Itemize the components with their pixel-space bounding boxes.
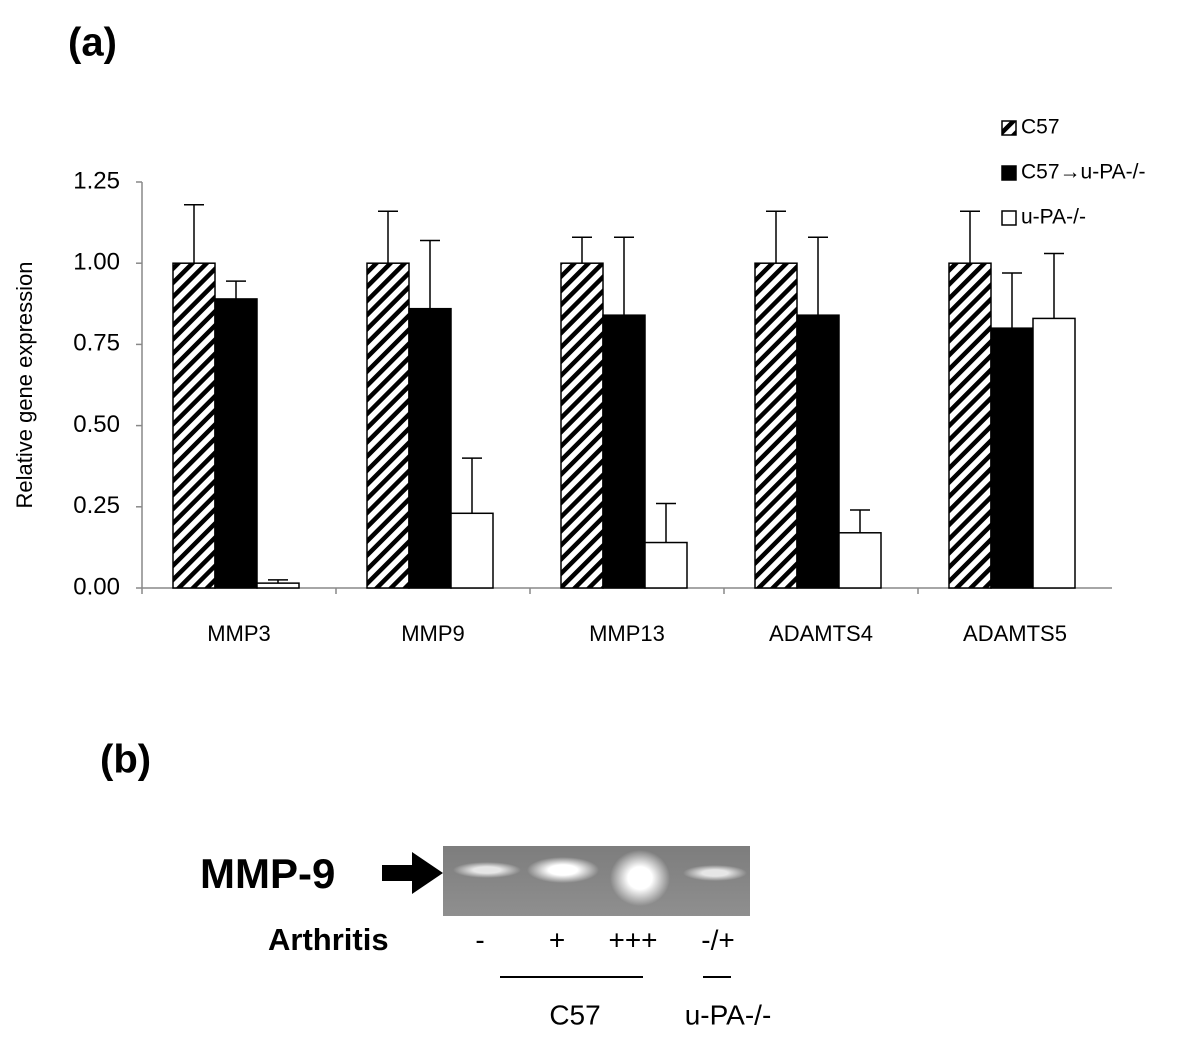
bar [172, 262, 216, 589]
y-tick-label: 0.50 [73, 411, 120, 438]
lane-label: - [475, 924, 484, 955]
band-label: MMP-9 [200, 850, 335, 897]
bar [214, 298, 258, 589]
legend-swatch [1001, 210, 1017, 226]
panel-label: (b) [100, 738, 151, 782]
bar [560, 262, 604, 589]
group-label: C57 [549, 999, 600, 1030]
bar [256, 582, 300, 589]
gel-image [443, 846, 750, 916]
x-tick-label: ADAMTS4 [769, 621, 873, 646]
y-tick-label: 1.25 [73, 167, 120, 194]
y-tick-label: 0.75 [73, 330, 120, 357]
x-tick-label: MMP3 [207, 621, 271, 646]
legend-label: u-PA-/- [1021, 206, 1086, 229]
y-tick-label: 0.25 [73, 492, 120, 519]
bar [1032, 317, 1076, 589]
legend-label: C57→u-PA-/- [1021, 161, 1145, 184]
y-axis-label: Relative gene expression [12, 261, 37, 508]
y-tick-label: 1.00 [73, 249, 120, 276]
lane-label: -/+ [701, 924, 734, 955]
bar [602, 314, 646, 589]
bar [644, 541, 688, 589]
bar [948, 262, 992, 589]
arrow [382, 852, 443, 894]
bar [796, 314, 840, 589]
bar [408, 307, 452, 589]
legend-swatch [1001, 120, 1017, 136]
bar [838, 532, 882, 589]
legend-swatch [1001, 165, 1017, 181]
row-label: Arthritis [268, 922, 389, 957]
bar [754, 262, 798, 589]
x-tick-label: MMP9 [401, 621, 465, 646]
legend-label: C57 [1021, 116, 1060, 139]
bar [990, 327, 1034, 589]
x-tick-label: MMP13 [589, 621, 665, 646]
lane-label: +++ [608, 924, 657, 955]
panel-label: (a) [68, 21, 117, 65]
y-tick-label: 0.00 [73, 573, 120, 600]
x-tick-label: ADAMTS5 [963, 621, 1067, 646]
lane-label: + [549, 924, 565, 955]
bar [450, 512, 494, 589]
bar [366, 262, 410, 589]
group-label: u-PA-/- [685, 999, 772, 1030]
